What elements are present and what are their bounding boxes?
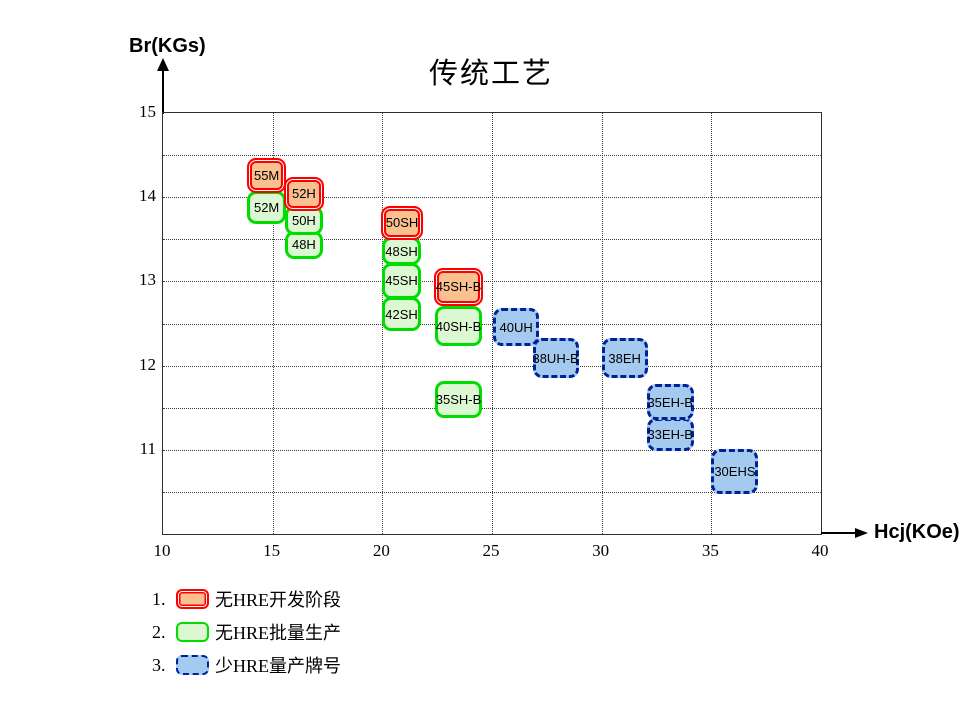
grade-box-55M: 55M [247,157,286,193]
grade-box-label: 55M [253,167,280,183]
legend-label: 无HRE批量生产 [215,623,341,643]
x-tick-25: 25 [482,541,500,560]
grade-box-label: 40UH [499,319,533,335]
grade-box-45SH: 45SH [382,262,421,300]
grade-box-35EH-B: 35EH-B [646,384,694,421]
y-tick-11: 11 [139,438,156,458]
grade-box-30EHS: 30EHS [711,448,759,494]
legend-label: 少HRE量产牌号 [215,656,341,676]
grade-box-48SH: 48SH [382,236,421,266]
y-axis-title: Br(KGs) [129,35,206,57]
grade-box-label: 40SH-B [435,318,482,334]
grade-box-label: 48H [291,237,316,253]
grid-line-y-12 [163,365,821,367]
grade-box-label: 33EH-B [647,426,693,442]
grade-box-52H: 52H [283,176,325,211]
grid-line-y-13.5 [163,239,821,241]
grade-box-33EH-B: 33EH-B [646,417,694,451]
legend-swatch-mass-icon [176,622,209,642]
grid-line-y-12.5 [163,323,821,325]
grade-box-label: 42SH [385,306,418,322]
x-tick-20: 20 [372,541,390,560]
grade-box-35SH-B: 35SH-B [434,380,483,418]
grade-box-label: 52H [291,186,316,202]
grade-box-label: 48SH [385,243,418,259]
grade-box-40SH-B: 40SH-B [434,305,483,347]
grade-box-38EH: 38EH [601,337,648,379]
legend-number: 2. [152,621,166,642]
x-tick-40: 40 [811,541,829,560]
grade-box-label: 45SH-B [435,279,482,295]
grid-line-y-11.5 [163,407,821,409]
legend-number: 3. [152,654,166,675]
x-tick-15: 15 [263,541,281,560]
x-tick-35: 35 [701,541,719,560]
y-tick-13: 13 [139,270,156,290]
y-axis-arrow-icon [157,58,169,71]
y-axis-arrow-line [162,70,164,114]
x-tick-10: 10 [153,541,171,560]
grid-line-y-11 [163,449,821,451]
grade-box-42SH: 42SH [382,297,421,332]
grid-line-y-14 [163,197,821,199]
x-tick-30: 30 [592,541,610,560]
grade-box-label: 38UH-B [532,350,579,366]
grade-box-label: 52M [253,200,280,216]
x-axis-title: Hcj(KOe) [874,521,960,543]
grade-box-label: 45SH [385,273,418,289]
grade-box-38UH-B: 38UH-B [532,337,579,379]
grid-line-y-14.5 [163,155,821,157]
grade-box-52M: 52M [247,191,286,225]
plot-area: 52M 48H 50H 55M 52H 42SH 45SH 48SH 50SH 40SH-B 45S… [162,112,822,535]
legend-number: 1. [152,588,166,609]
grid-line-y-10.5 [163,491,821,493]
grade-box-48H: 48H [284,230,324,259]
grade-box-40UH: 40UH [493,308,540,347]
chart-title: 传统工艺 [428,58,553,90]
grade-box-label: 35SH-B [435,391,482,407]
grade-box-label: 30EHS [714,463,756,479]
y-tick-15: 15 [139,102,156,121]
grade-box-label: 50H [291,212,316,228]
legend-label: 无HRE开发阶段 [215,590,341,610]
x-axis-arrow-icon [855,528,868,538]
legend-item-mass: 2. 无HRE批量生产 [152,621,341,644]
legend-item-dev: 1. 无HRE开发阶段 [152,588,341,611]
grade-box-45SH-B: 45SH-B [433,267,484,306]
legend-item-lowhre: 3. 少HRE量产牌号 [152,654,341,677]
grade-box-50SH: 50SH [381,205,423,241]
y-tick-14: 14 [139,186,156,206]
legend-swatch-lowhre-icon [176,655,209,675]
grid-line-y-13 [163,281,821,283]
legend-swatch-dev-icon [176,589,209,609]
x-axis-arrow-line [821,532,857,534]
grade-box-label: 50SH [385,215,419,231]
grade-box-label: 38EH [608,350,641,366]
grade-box-label: 35EH-B [647,394,693,410]
y-tick-12: 12 [139,354,156,374]
